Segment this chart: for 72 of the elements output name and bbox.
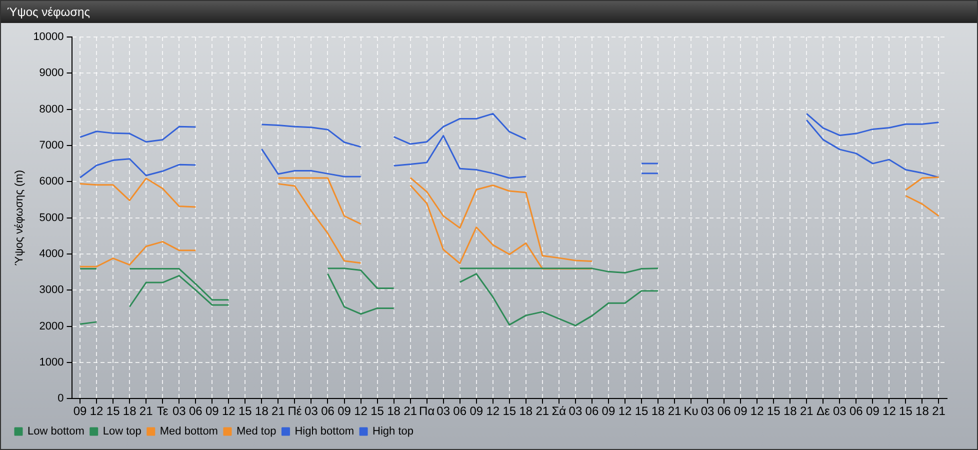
- x-tick-label: Δε: [816, 404, 830, 418]
- x-tick-label: 15: [106, 404, 120, 418]
- x-tick-label: 15: [502, 404, 516, 418]
- x-tick-label: 03: [172, 404, 186, 418]
- x-tick-label: 18: [387, 404, 401, 418]
- x-tick-label: 03: [832, 404, 847, 418]
- x-tick-label: 09: [338, 404, 352, 418]
- x-tick-label: 21: [932, 404, 946, 418]
- y-tick-label: 2000: [39, 320, 64, 332]
- x-tick-label: 21: [272, 404, 286, 418]
- x-tick-label: 06: [717, 404, 732, 418]
- x-tick-label: 12: [90, 404, 104, 418]
- legend-label: High top: [372, 426, 414, 438]
- legend-label: Med bottom: [160, 426, 218, 438]
- x-tick-label: Κυ: [684, 404, 698, 418]
- x-tick-label: 15: [370, 404, 384, 418]
- x-tick-label: 12: [618, 404, 632, 418]
- x-tick-label: 18: [916, 404, 930, 418]
- x-tick-label: 21: [800, 404, 814, 418]
- y-tick-label: 4000: [39, 248, 64, 260]
- x-tick-label: 09: [866, 404, 880, 418]
- x-tick-label: 03: [304, 404, 318, 418]
- legend-label: Low top: [102, 426, 142, 438]
- x-tick-label: 12: [222, 404, 236, 418]
- x-tick-label: Σά: [552, 404, 566, 418]
- x-tick-label: 09: [734, 404, 748, 418]
- x-tick-label: 03: [700, 404, 715, 418]
- x-tick-label: 15: [634, 404, 648, 418]
- y-tick-label: 8000: [39, 103, 64, 116]
- x-tick-label: 21: [139, 404, 154, 418]
- x-tick-label: 12: [486, 404, 500, 418]
- x-tick-label: 15: [238, 404, 252, 418]
- x-tick-label: 15: [899, 404, 913, 418]
- chart-title: Ύψος νέφωσης: [1, 1, 977, 23]
- y-tick-label: 0: [58, 392, 64, 405]
- y-axis-title: Ύψος νέφωσης (m): [14, 170, 26, 266]
- x-tick-label: 21: [536, 404, 550, 418]
- x-tick-label: 03: [436, 404, 450, 418]
- x-tick-label: 12: [750, 404, 764, 418]
- x-tick-label: 18: [783, 404, 798, 418]
- x-tick-label: 21: [404, 404, 418, 418]
- x-tick-label: Πέ: [288, 404, 302, 418]
- x-tick-label: 12: [882, 404, 896, 418]
- x-tick-label: Πα: [419, 404, 435, 418]
- x-tick-label: 18: [519, 404, 533, 418]
- y-tick-label: 3000: [39, 284, 64, 296]
- x-tick-label: 06: [585, 404, 599, 418]
- x-tick-label: 12: [354, 404, 368, 418]
- legend-label: High bottom: [294, 426, 354, 438]
- x-tick-label: 06: [188, 404, 203, 418]
- x-tick-label: 18: [255, 404, 269, 418]
- y-tick-label: 7000: [39, 140, 64, 152]
- x-tick-label: 09: [470, 404, 484, 418]
- x-tick-label: 09: [602, 404, 616, 418]
- y-tick-label: 1000: [39, 356, 64, 368]
- x-tick-label: 09: [205, 404, 220, 418]
- y-tick-label: 6000: [39, 176, 64, 188]
- x-tick-label: 18: [122, 404, 137, 418]
- x-tick-label: 18: [651, 404, 666, 418]
- x-tick-label: 03: [568, 404, 582, 418]
- x-tick-label: 09: [73, 404, 88, 418]
- y-tick-label: 5000: [39, 212, 64, 224]
- x-tick-label: 21: [668, 404, 682, 418]
- x-tick-label: 15: [766, 404, 781, 418]
- legend-label: Low bottom: [28, 426, 84, 438]
- x-tick-label: 06: [453, 404, 467, 418]
- x-tick-label: 06: [849, 404, 864, 418]
- x-tick-label: 06: [321, 404, 335, 418]
- y-tick-label: 10000: [33, 31, 64, 44]
- x-tick-label: Τε: [156, 404, 169, 418]
- y-tick-label: 9000: [39, 67, 64, 80]
- legend-label: Med top: [236, 426, 276, 438]
